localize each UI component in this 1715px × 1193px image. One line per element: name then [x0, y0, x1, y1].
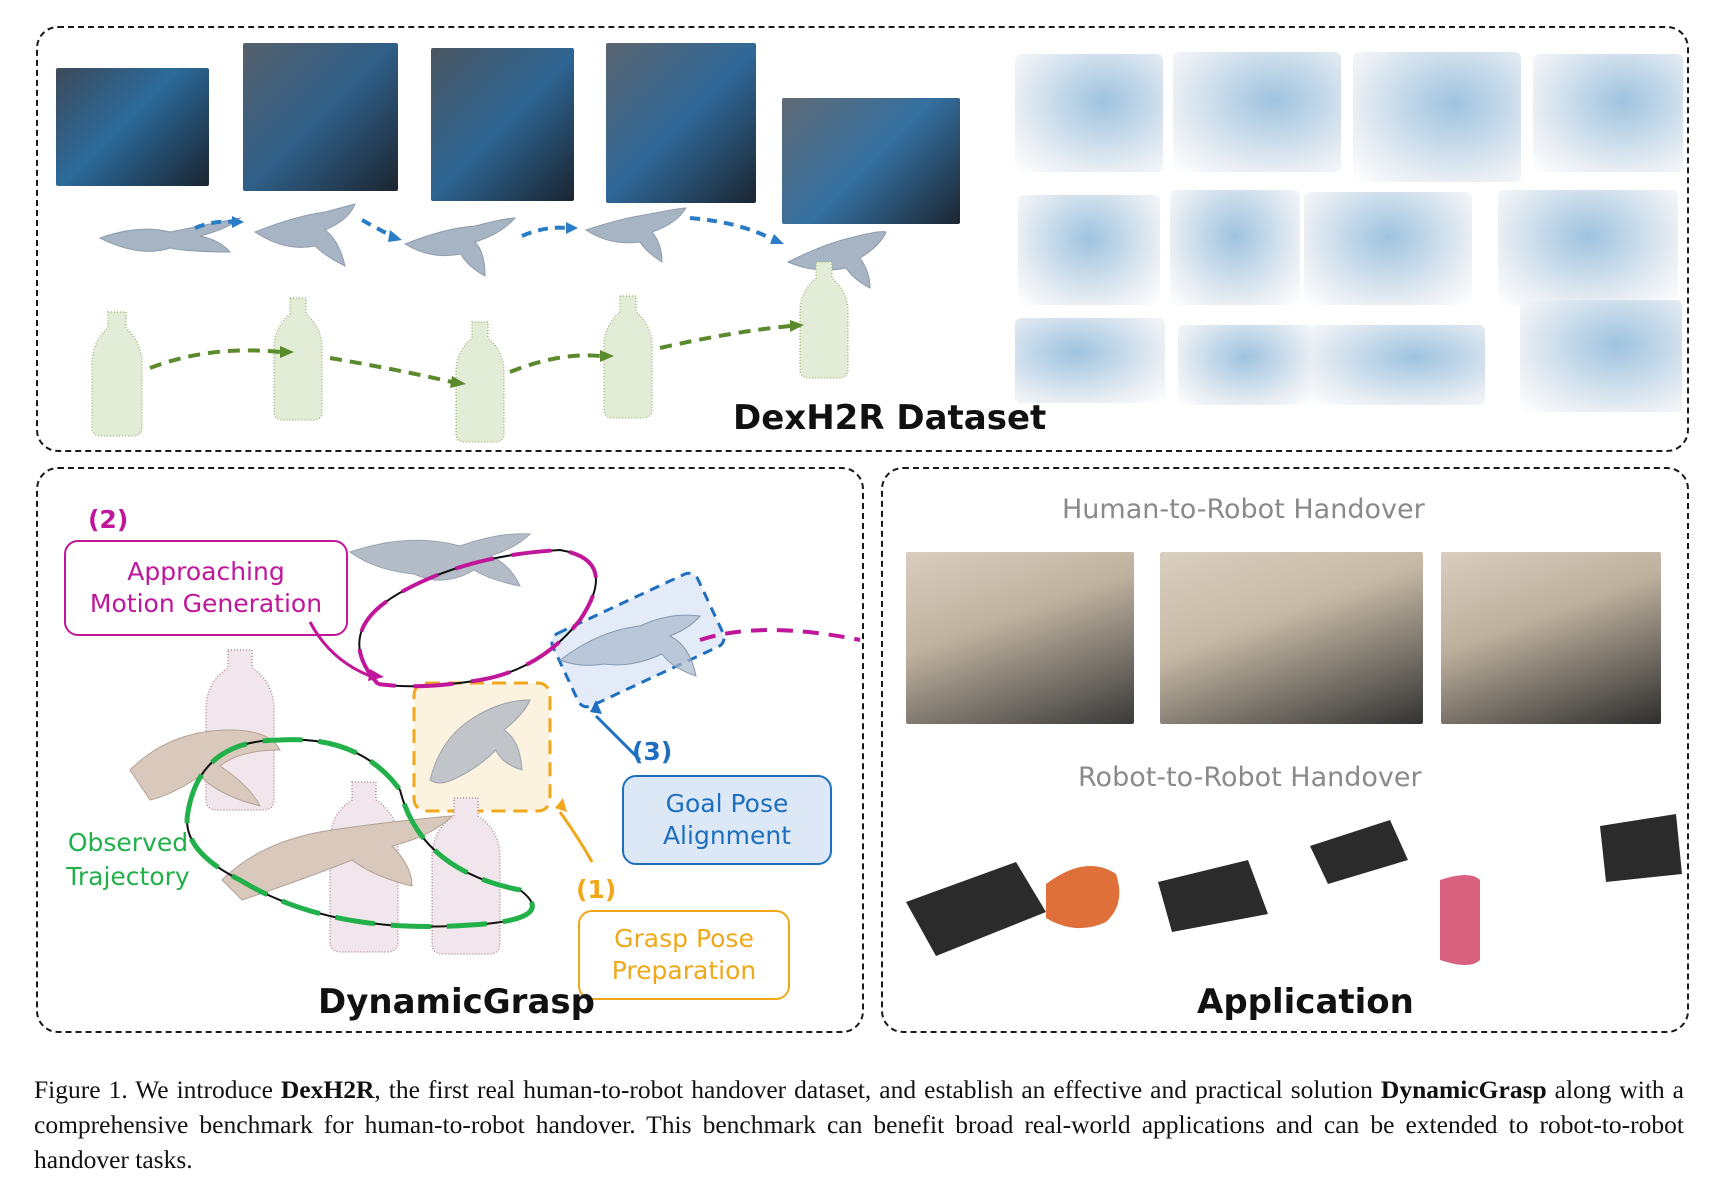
goal-arrow [594, 714, 642, 762]
grasp-render-9 [1015, 318, 1165, 403]
grasp-arrow [558, 811, 594, 863]
caption-dataset-name: DexH2R [280, 1075, 375, 1104]
hand-motion-arrows [194, 216, 775, 242]
grasp-render-2 [1173, 52, 1341, 172]
caption-prefix: Figure 1. We introduce [34, 1075, 281, 1104]
application-title: Application [1197, 982, 1414, 1022]
grasp-hand [429, 699, 531, 784]
dataset-title: DexH2R Dataset [733, 398, 1047, 438]
grasp-render-3 [1353, 52, 1521, 182]
stage-1-number: (1) [576, 875, 617, 904]
approaching-hand [348, 533, 532, 587]
h2r-section-title: Human-to-Robot Handover [1062, 494, 1425, 525]
dynamicgrasp-panel [36, 467, 864, 1033]
stage-3-number: (3) [632, 737, 673, 766]
application-panel [881, 467, 1689, 1033]
goal-pose-label: Goal Pose Alignment [622, 775, 832, 865]
bottle-motion-arrows [149, 324, 791, 384]
observed-trajectory-label: Observed Trajectory [66, 828, 190, 891]
grasp-pose-label: Grasp Pose Preparation [578, 910, 790, 1000]
grasp-render-10 [1178, 325, 1313, 405]
grasp-render-6 [1170, 190, 1300, 305]
hand-sequence [98, 203, 887, 289]
grasp-render-11 [1310, 325, 1485, 405]
goal-hand [558, 614, 701, 677]
caption-middle: , the first real human-to-robot handover… [374, 1075, 1381, 1104]
robot-to-robot-arms [906, 814, 1682, 965]
approach-arrow [308, 621, 371, 678]
handover-photo-3 [431, 48, 574, 201]
grasp-render-4 [1533, 54, 1683, 172]
grasp-render-1 [1015, 54, 1163, 172]
bottle-point-clouds [91, 261, 849, 443]
caption-suffix: along with a comprehensive benchmark for… [34, 1075, 1684, 1174]
handover-photo-1 [56, 68, 209, 186]
dataset-panel [36, 26, 1689, 452]
grasp-render-5 [1018, 195, 1160, 305]
grasp-render-8 [1498, 190, 1678, 305]
stage-2-number: (2) [88, 505, 129, 534]
handover-photo-5 [782, 98, 960, 224]
caption-method-name: DynamicGrasp [1380, 1075, 1547, 1104]
figure-caption: Figure 1. We introduce DexH2R, the first… [34, 1072, 1684, 1177]
r2r-section-title: Robot-to-Robot Handover [1078, 762, 1422, 793]
human-hands [129, 729, 454, 901]
handover-photo-2 [243, 43, 398, 191]
approaching-motion-label: Approaching Motion Generation [64, 540, 348, 636]
h2r-photo-1 [906, 552, 1134, 724]
grasp-render-7 [1304, 192, 1472, 305]
h2r-photo-2 [1160, 552, 1423, 724]
trajectory-extension [699, 628, 861, 642]
handover-photo-4 [606, 43, 756, 203]
grasp-render-12 [1520, 300, 1682, 412]
h2r-photo-3 [1441, 552, 1661, 724]
dynamicgrasp-title: DynamicGrasp [318, 982, 595, 1022]
